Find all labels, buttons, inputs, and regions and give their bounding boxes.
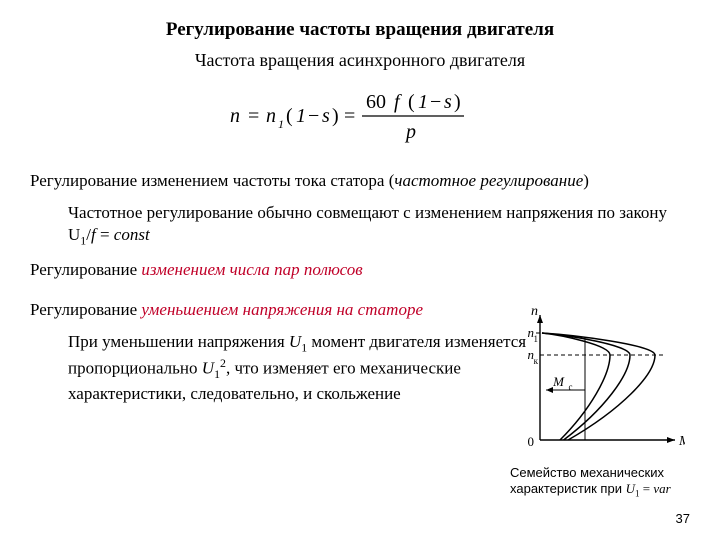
- svg-text:1: 1: [278, 117, 284, 131]
- main-formula: n = n 1 ( 1 − s ) = 60 f ( 1 − s ) p: [30, 86, 690, 152]
- svg-text:60: 60: [366, 91, 386, 113]
- chart-svg: nM0n1nкMс: [510, 305, 685, 455]
- paragraph-freq-control: Регулирование изменением частоты тока ст…: [30, 170, 690, 192]
- paragraph-poles: Регулирование изменением числа пар полюс…: [30, 259, 690, 281]
- svg-text:n: n: [531, 305, 538, 319]
- text: Частотное регулирование обычно совмещают…: [68, 203, 667, 244]
- svg-text:s: s: [322, 105, 330, 127]
- text: ): [583, 171, 589, 190]
- svg-text:=: =: [344, 105, 355, 127]
- svg-text:=: =: [248, 105, 259, 127]
- svg-text:): ): [332, 105, 339, 127]
- slide-number: 37: [676, 511, 690, 528]
- svg-text:(: (: [408, 91, 415, 113]
- svg-text:1: 1: [418, 91, 428, 113]
- svg-text:−: −: [430, 91, 441, 113]
- text: При уменьшении напряжения: [68, 332, 289, 351]
- svg-text:s: s: [444, 91, 452, 113]
- page-title: Регулирование частоты вращения двигателя: [30, 18, 690, 43]
- emph: частотное регулирование: [394, 171, 583, 190]
- svg-text:1: 1: [296, 105, 306, 127]
- eq: =: [640, 481, 654, 496]
- svg-text:0: 0: [528, 434, 535, 449]
- figure: nM0n1nкMс Семейство механических характе…: [510, 305, 690, 500]
- figure-caption: Семейство механических характеристик при…: [510, 465, 690, 500]
- emph-red: изменением числа пар полюсов: [141, 260, 362, 279]
- svg-text:к: к: [534, 356, 539, 366]
- var-u: U: [626, 481, 635, 496]
- svg-text:): ): [454, 91, 461, 113]
- text: Регулирование: [30, 300, 141, 319]
- svg-text:(: (: [286, 105, 293, 127]
- svg-text:M: M: [552, 374, 565, 389]
- svg-text:M: M: [678, 434, 685, 449]
- subtitle: Частота вращения асинхронного двигателя: [30, 49, 690, 72]
- paragraph-freq-note: Частотное регулирование обычно совмещают…: [68, 202, 670, 249]
- var: var: [653, 481, 670, 496]
- text: Регулирование: [30, 260, 141, 279]
- emph-red: уменьшением напряжения на статоре: [141, 300, 423, 319]
- var-u: U: [289, 332, 301, 351]
- var-u2: U: [202, 359, 214, 378]
- svg-text:с: с: [569, 382, 573, 392]
- const: const: [114, 225, 150, 244]
- svg-text:1: 1: [534, 334, 539, 344]
- svg-text:p: p: [404, 121, 416, 143]
- svg-text:−: −: [308, 105, 319, 127]
- svg-text:n: n: [230, 105, 240, 127]
- paragraph-voltage-note: При уменьшении напряжения U1 момент двиг…: [68, 331, 558, 404]
- text: Регулирование изменением частоты тока ст…: [30, 171, 394, 190]
- svg-text:f: f: [394, 91, 402, 113]
- svg-text:n: n: [266, 105, 276, 127]
- text: =: [96, 225, 114, 244]
